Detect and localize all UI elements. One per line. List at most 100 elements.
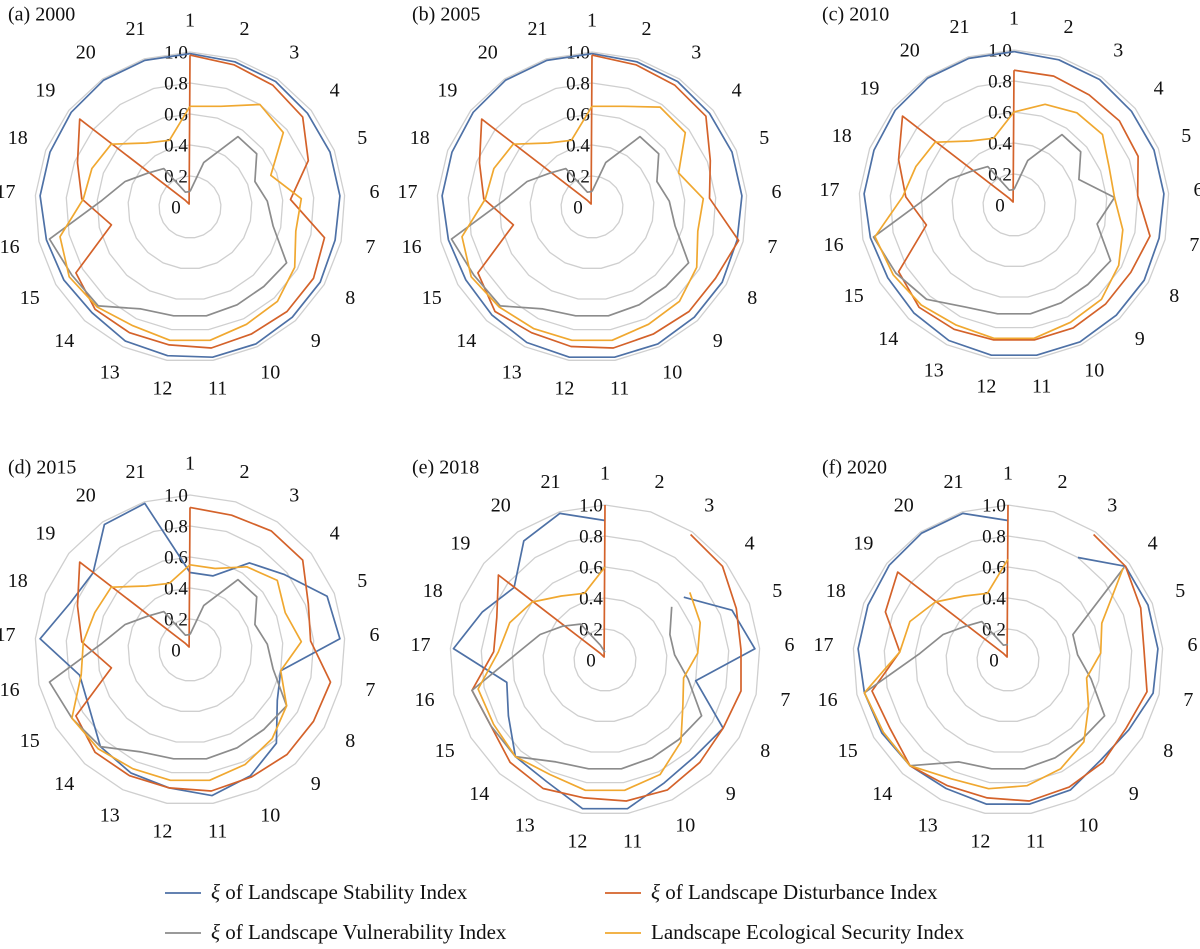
spoke-label: 3 (289, 485, 299, 507)
spoke-label: 10 (675, 814, 695, 836)
tick-label: 0.2 (982, 619, 1006, 640)
spoke-label: 3 (691, 42, 701, 64)
tick-label: 0.4 (579, 588, 603, 609)
spoke-label: 17 (398, 181, 418, 203)
grid-ring (883, 535, 1133, 784)
tick-label: 0.2 (988, 164, 1012, 185)
series-line-disturbance (471, 504, 742, 802)
spoke-label: 20 (76, 42, 96, 64)
tick-label: 0.8 (164, 516, 188, 537)
spoke-label: 4 (330, 79, 340, 101)
spoke-label: 9 (713, 330, 723, 352)
panel-title: (f) 2020 (822, 457, 887, 479)
tick-label: 0.4 (988, 133, 1012, 154)
spoke-label: 8 (1169, 285, 1179, 307)
spoke-label: 12 (970, 830, 990, 852)
tick-label: 1.0 (164, 485, 188, 506)
series-line-disturbance (75, 506, 332, 792)
spoke-label: 9 (1129, 783, 1139, 805)
series-line-vulnerability (471, 606, 703, 770)
spoke-label: 19 (859, 77, 879, 99)
spoke-label: 8 (345, 287, 355, 309)
spoke-label: 5 (1181, 125, 1191, 147)
tick-label: 0.2 (164, 609, 188, 630)
tick-label: 1.0 (566, 42, 590, 63)
legend-label-text: of Landscape Vulnerability Index (220, 920, 507, 944)
grid-ring (65, 525, 315, 774)
tick-label: 0.8 (164, 73, 188, 94)
spoke-label: 1 (587, 10, 597, 32)
spoke-label: 8 (345, 730, 355, 752)
spoke-label: 6 (1194, 179, 1200, 201)
series-line-vulnerability (450, 135, 690, 317)
grid-ring (65, 82, 315, 331)
spoke-label: 7 (780, 689, 790, 711)
legend-label-text: of Landscape Stability Index (220, 880, 468, 904)
spoke-label: 1 (600, 463, 610, 485)
spoke-label: 15 (435, 740, 455, 762)
series-line-disturbance (75, 54, 326, 349)
spoke-label: 19 (437, 79, 457, 101)
tick-label: 0.8 (566, 73, 590, 94)
tick-label: 1.0 (988, 40, 1012, 61)
tick-label: 0.4 (164, 135, 188, 156)
spoke-label: 4 (330, 522, 340, 544)
spoke-label: 6 (370, 181, 380, 203)
spoke-label: 18 (826, 580, 846, 602)
spoke-label: 12 (567, 830, 587, 852)
spoke-label: 2 (1058, 471, 1068, 493)
series-line-stability (39, 52, 341, 359)
legend-label-text: Landscape Ecological Security Index (651, 920, 965, 944)
spoke-label: 17 (814, 634, 834, 656)
tick-label: 0.8 (579, 526, 603, 547)
grid-ring (858, 49, 1170, 359)
legend-xi-symbol: ξ (211, 880, 220, 904)
spoke-label: 5 (759, 127, 769, 149)
spoke-label: 19 (450, 532, 470, 554)
series-line-security (477, 566, 702, 792)
spoke-label: 7 (365, 679, 375, 701)
spoke-label: 20 (900, 40, 920, 62)
spoke-label: 14 (872, 783, 892, 805)
spoke-label: 5 (357, 127, 367, 149)
tick-label: 0 (171, 640, 181, 661)
spoke-label: 20 (491, 495, 511, 517)
legend-label: ξ of Landscape Vulnerability Index (211, 920, 507, 944)
panel-title: (e) 2018 (412, 457, 479, 479)
grid-ring (511, 566, 699, 753)
grid-ring (96, 113, 284, 300)
grid-ring (560, 175, 624, 239)
grid-ring (436, 51, 748, 361)
tick-label: 0.8 (982, 526, 1006, 547)
spoke-label: 10 (1084, 359, 1104, 381)
spoke-label: 4 (1148, 532, 1158, 554)
legend-item-stability: ξ of Landscape Stability Index (165, 880, 468, 904)
series-line-security (461, 105, 705, 342)
legend: ξ of Landscape Stability Index ξ of Lands… (165, 880, 965, 944)
series-line-disturbance (871, 504, 1148, 802)
spoke-label: 19 (35, 522, 55, 544)
legend-label: ξ of Landscape Disturbance Index (651, 880, 938, 904)
panel-title: (d) 2015 (8, 457, 76, 479)
spoke-label: 5 (772, 580, 782, 602)
spoke-label: 3 (289, 42, 299, 64)
spoke-label: 2 (240, 18, 250, 40)
grid-ring (573, 628, 637, 692)
spoke-label: 9 (311, 773, 321, 795)
spoke-label: 16 (818, 689, 838, 711)
spoke-label: 12 (152, 377, 172, 399)
spoke-label: 20 (478, 42, 498, 64)
spoke-label: 21 (126, 461, 146, 483)
spoke-label: 11 (1032, 375, 1051, 397)
spoke-label: 6 (772, 181, 782, 203)
spoke-label: 17 (820, 179, 840, 201)
spoke-label: 6 (370, 624, 380, 646)
series-line-stability (857, 512, 1159, 805)
spoke-label: 8 (1163, 740, 1173, 762)
grid-ring (158, 618, 222, 682)
spoke-label: 7 (767, 236, 777, 258)
tick-label: 0.8 (988, 71, 1012, 92)
